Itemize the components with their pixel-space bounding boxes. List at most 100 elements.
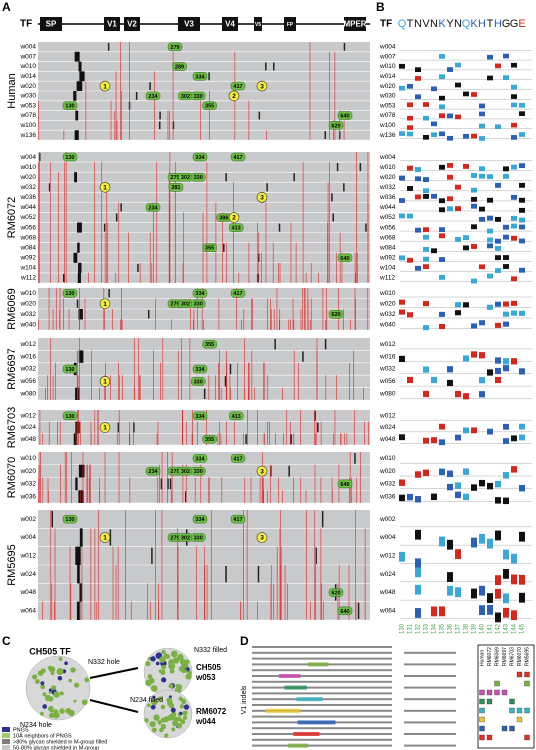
- week-label: w040: [19, 321, 36, 328]
- logo-letter: [487, 174, 493, 180]
- logo-letter: [519, 197, 525, 203]
- logo-letter: [503, 255, 509, 260]
- logo-letter: [415, 584, 421, 595]
- pngs-label: 302: [181, 535, 190, 541]
- logo-letter: [407, 125, 413, 130]
- logo-letter: [431, 376, 437, 384]
- pngs-label: 302: [181, 175, 190, 181]
- mutation-mark: [137, 263, 139, 272]
- mutation-mark: [223, 243, 225, 252]
- mutation-mark: [117, 422, 120, 433]
- position-label: 138: [464, 623, 470, 634]
- logo-letter: [439, 233, 445, 239]
- pngs-marker: [190, 533, 206, 542]
- pngs-marker: [337, 253, 353, 263]
- surface-patch: [183, 704, 190, 710]
- pngs-label: 281: [171, 185, 180, 191]
- surface-patch: [179, 718, 183, 723]
- week-label: w056: [379, 378, 396, 385]
- logo-letter: [471, 196, 477, 202]
- legend-label: PNGS: [13, 727, 29, 733]
- logo-letter: [431, 132, 437, 138]
- pngs-label: 302: [181, 469, 190, 475]
- indel-highlight: [307, 662, 329, 667]
- indel-highlight: [265, 708, 301, 713]
- sequence-line: [252, 744, 392, 747]
- mutation-mark: [324, 131, 327, 139]
- week-label: w040: [379, 321, 396, 328]
- position-label: 142: [496, 623, 502, 634]
- arrow: [89, 699, 139, 713]
- region-box: [124, 17, 140, 31]
- sequence-line: [252, 733, 392, 735]
- logo-letter: [511, 358, 517, 365]
- logo-letter: [503, 365, 509, 372]
- mutation-hotspot: [99, 181, 111, 193]
- logo-letter: [439, 423, 445, 430]
- logo-letter: [455, 482, 461, 489]
- logo-letter: [471, 244, 477, 249]
- position-label: 132: [416, 623, 422, 634]
- logo-letter: [415, 496, 421, 503]
- pngs-label: 234: [148, 469, 158, 475]
- week-label: w056: [19, 224, 36, 231]
- surface-patch: [145, 661, 151, 667]
- logo-letter: [479, 103, 485, 109]
- pngs-label: 130: [65, 367, 74, 373]
- surface-patch: [182, 710, 188, 716]
- pngs-marker: [230, 152, 246, 162]
- logo-letter: [487, 369, 493, 376]
- pngs-label: 279: [170, 469, 179, 475]
- indel-highlight: [278, 674, 301, 678]
- trimer: [25, 655, 91, 721]
- surface-patch: [181, 668, 186, 674]
- logo-letter: [503, 224, 509, 230]
- mutation-mark: [314, 411, 316, 421]
- logo-letter: [423, 246, 429, 252]
- indel-highlight: [297, 720, 336, 725]
- logo-letter: [487, 273, 493, 279]
- pngs-marker: [62, 364, 78, 374]
- logo-letter: [463, 91, 469, 97]
- logo-letter: [399, 479, 405, 486]
- logo-letter: [503, 569, 509, 579]
- sequence-line: [252, 686, 392, 689]
- logo-letter: [439, 257, 445, 262]
- region-box: [178, 17, 200, 31]
- group-label: RM5695: [6, 544, 18, 586]
- tf-residue: Q: [398, 18, 407, 30]
- mutation-mark: [225, 566, 227, 583]
- logo-letter: [479, 264, 485, 270]
- logo-letter: [447, 470, 453, 478]
- group-label: RM6703: [6, 407, 18, 449]
- week-label: w078: [19, 112, 36, 119]
- pngs-marker: [192, 152, 208, 162]
- indel-cell: [479, 698, 485, 705]
- mutation-mark: [167, 478, 169, 490]
- week-label: w032: [379, 184, 396, 191]
- logo-letter: [407, 83, 413, 89]
- logo-letter: [519, 217, 525, 223]
- deletion-block: [73, 91, 77, 101]
- mutation-mark: [288, 465, 290, 477]
- logo-letter: [423, 390, 429, 398]
- week-label: w014: [379, 73, 396, 80]
- logo-letter: [471, 133, 477, 139]
- tf-residue: V: [422, 18, 430, 30]
- column-label: RM6697: [502, 647, 508, 666]
- variant-label: RM6072: [196, 707, 227, 716]
- logo-letter: [407, 376, 413, 384]
- week-label: w056: [379, 224, 396, 231]
- logo-letter: [439, 95, 445, 101]
- logo-letter: [519, 224, 525, 230]
- deletion-block: [79, 583, 83, 602]
- mutation-mark: [160, 478, 163, 490]
- week-label: w010: [379, 63, 396, 70]
- logo-letter: [439, 198, 445, 204]
- region-label: SP: [46, 20, 57, 29]
- mutation-mark: [203, 388, 206, 399]
- logo-letter: [479, 533, 485, 544]
- tf-label: TF: [20, 19, 32, 30]
- indel-highlight: [296, 697, 323, 702]
- mutation-mark: [359, 163, 362, 172]
